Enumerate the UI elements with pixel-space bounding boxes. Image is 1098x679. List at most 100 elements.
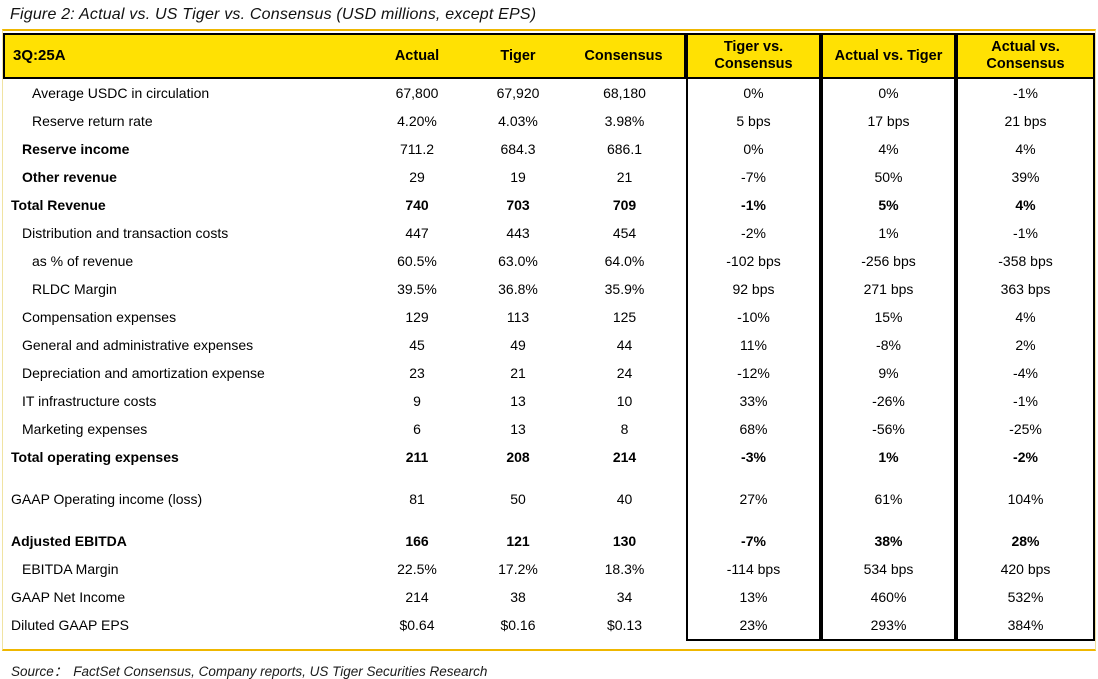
- row-label: Total Revenue: [11, 197, 106, 213]
- tiger-vs-consensus-value: 92 bps: [686, 275, 821, 303]
- table-row: IT infrastructure costs 9 13 10 33% -26% -1%: [3, 387, 1095, 415]
- tiger-vs-consensus-value: 0%: [686, 135, 821, 163]
- actual-vs-tiger-value: -56%: [821, 415, 956, 443]
- tiger-value: $0.16: [500, 617, 536, 633]
- row-label: Reserve income: [22, 141, 130, 157]
- consensus-value: 18.3%: [604, 561, 645, 577]
- tiger-value: 21: [510, 365, 526, 381]
- tiger-vs-consensus-value: 13%: [686, 583, 821, 611]
- row-label: EBITDA Margin: [22, 561, 119, 577]
- consensus-value: 686.1: [606, 141, 643, 157]
- actual-vs-tiger-value: 1%: [821, 443, 956, 471]
- table-body: Average USDC in circulation 67,800 67,920 6…: [3, 79, 1095, 641]
- actual-vs-tiger-value: -26%: [821, 387, 956, 415]
- tiger-value: 50: [510, 491, 526, 507]
- actual-value: 23: [409, 365, 425, 381]
- actual-value: 447: [405, 225, 429, 241]
- consensus-value: [563, 516, 686, 527]
- actual-vs-tiger-value: -8%: [821, 331, 956, 359]
- consensus-value: 35.9%: [604, 281, 645, 297]
- tiger-value: 703: [506, 197, 530, 213]
- actual-value: 4.20%: [397, 113, 437, 129]
- row-label: Total operating expenses: [11, 449, 179, 465]
- actual-value: 740: [405, 197, 429, 213]
- tiger-value: 4.03%: [498, 113, 538, 129]
- tiger-value: 38: [510, 589, 526, 605]
- column-header-actual-vs-consensus: Actual vs. Consensus: [956, 33, 1095, 79]
- column-header-period: 3Q:25A: [3, 33, 361, 79]
- row-label: Compensation expenses: [22, 309, 177, 325]
- column-header-tiger: Tiger: [473, 33, 563, 79]
- tiger-vs-consensus-value: -1%: [686, 191, 821, 219]
- row-label: [3, 471, 361, 482]
- consensus-value: 24: [616, 365, 633, 381]
- consensus-value: $0.13: [606, 617, 643, 633]
- actual-vs-consensus-value: 532%: [956, 583, 1095, 611]
- table-row: Marketing expenses 6 13 8 68% -56% -25%: [3, 415, 1095, 443]
- tiger-vs-consensus-value: -2%: [686, 219, 821, 247]
- actual-vs-consensus-value: -1%: [956, 219, 1095, 247]
- column-header-consensus: Consensus: [563, 33, 686, 79]
- tiger-value: 17.2%: [498, 561, 538, 577]
- tiger-vs-consensus-value: 5 bps: [686, 107, 821, 135]
- table-row: Distribution and transaction costs 447 443…: [3, 219, 1095, 247]
- consensus-value: 214: [612, 449, 637, 465]
- actual-vs-consensus-value: 2%: [956, 331, 1095, 359]
- tiger-vs-consensus-value: 27%: [686, 482, 821, 516]
- table-row: Other revenue 29 19 21 -7% 50% 39%: [3, 163, 1095, 191]
- consensus-value: 125: [612, 309, 637, 325]
- consensus-value: 10: [616, 393, 633, 409]
- actual-vs-consensus-value: 384%: [956, 611, 1095, 641]
- row-label: GAAP Operating income (loss): [11, 491, 203, 507]
- tiger-vs-consensus-value: -102 bps: [686, 247, 821, 275]
- actual-vs-consensus-value: 4%: [956, 303, 1095, 331]
- actual-vs-tiger-value: 9%: [821, 359, 956, 387]
- column-header-tiger-vs-consensus: Tiger vs. Consensus: [686, 33, 821, 79]
- column-header-actual: Actual: [361, 33, 473, 79]
- tiger-vs-consensus-value: -114 bps: [686, 555, 821, 583]
- actual-vs-tiger-value: 1%: [821, 219, 956, 247]
- actual-value: [361, 471, 473, 482]
- consensus-value: 21: [616, 169, 633, 185]
- consensus-value: 709: [612, 197, 637, 213]
- row-label: Adjusted EBITDA: [11, 533, 127, 549]
- source-line: Source： FactSet Consensus, Company report…: [11, 660, 1096, 679]
- consensus-value: 454: [612, 225, 637, 241]
- tiger-vs-consensus-value: -7%: [686, 163, 821, 191]
- actual-value: 9: [413, 393, 421, 409]
- row-label: Distribution and transaction costs: [22, 225, 229, 241]
- actual-vs-tiger-value: 271 bps: [821, 275, 956, 303]
- actual-vs-consensus-value: -2%: [956, 443, 1095, 471]
- comparison-table: 3Q:25A Actual Tiger Consensus Tiger vs. …: [2, 29, 1096, 651]
- row-label: General and administrative expenses: [22, 337, 254, 353]
- tiger-vs-consensus-value: -7%: [686, 527, 821, 555]
- tiger-vs-consensus-value: -12%: [686, 359, 821, 387]
- consensus-value: 3.98%: [604, 113, 645, 129]
- row-label: IT infrastructure costs: [22, 393, 157, 409]
- actual-value: 22.5%: [397, 561, 437, 577]
- tiger-vs-consensus-value: [686, 516, 821, 527]
- table-row: Adjusted EBITDA 166 121 130 -7% 38% 28%: [3, 527, 1095, 555]
- tiger-vs-consensus-value: [686, 471, 821, 482]
- actual-vs-tiger-value: [821, 516, 956, 527]
- actual-vs-consensus-value: 28%: [956, 527, 1095, 555]
- table-row: EBITDA Margin 22.5% 17.2% 18.3% -114 bps 534 …: [3, 555, 1095, 583]
- actual-vs-tiger-value: 4%: [821, 135, 956, 163]
- source-text: FactSet Consensus, Company reports, US T…: [73, 664, 488, 679]
- consensus-value: 40: [616, 491, 633, 507]
- actual-value: 166: [405, 533, 429, 549]
- actual-value: 60.5%: [397, 253, 437, 269]
- actual-value: 45: [409, 337, 425, 353]
- table-row: RLDC Margin 39.5% 36.8% 35.9% 92 bps 271 bps 3…: [3, 275, 1095, 303]
- actual-vs-consensus-value: -358 bps: [956, 247, 1095, 275]
- row-label: RLDC Margin: [32, 281, 117, 297]
- consensus-value: 130: [612, 533, 637, 549]
- actual-value: 6: [413, 421, 421, 437]
- actual-vs-tiger-value: 293%: [821, 611, 956, 641]
- actual-vs-tiger-value: 50%: [821, 163, 956, 191]
- table-row: GAAP Operating income (loss) 81 50 40 27% 61%…: [3, 482, 1095, 516]
- table-row: Reserve income 711.2 684.3 686.1 0% 4% 4%: [3, 135, 1095, 163]
- tiger-value: 13: [510, 393, 526, 409]
- consensus-value: 8: [620, 421, 629, 437]
- actual-vs-consensus-value: 4%: [956, 135, 1095, 163]
